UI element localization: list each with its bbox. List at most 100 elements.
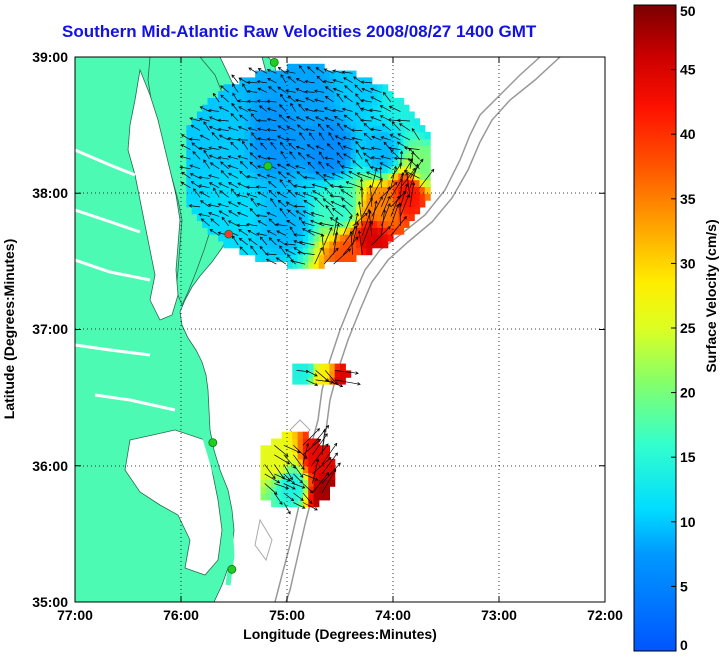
colorbar-tick-label: 20 — [680, 385, 696, 401]
velocity-cell — [186, 200, 193, 208]
velocity-cell — [387, 213, 394, 222]
velocity-arrow — [189, 164, 201, 170]
velocity-arrow — [360, 118, 372, 123]
velocity-cell — [345, 131, 352, 140]
velocity-cell — [276, 193, 283, 201]
velocity-cell — [318, 104, 325, 113]
tick-marks — [74, 56, 606, 603]
velocity-arrow — [336, 122, 344, 131]
velocity-arrow — [266, 99, 277, 104]
velocity-cell — [239, 125, 246, 133]
velocity-arrow — [231, 74, 239, 84]
velocity-cell — [324, 97, 330, 106]
velocity-cell — [329, 200, 336, 208]
velocity-arrow — [257, 220, 268, 227]
velocity-arrow — [298, 240, 315, 246]
velocity-arrow — [198, 175, 210, 180]
velocity-cell — [318, 111, 325, 119]
velocity-cell — [292, 254, 299, 262]
velocity-arrow — [287, 209, 296, 217]
velocity-arrow — [336, 93, 344, 103]
velocity-cell — [249, 145, 256, 153]
velocity-cell — [371, 193, 378, 201]
velocity-cell — [318, 254, 325, 262]
velocity-arrow — [237, 201, 248, 208]
velocity-cell — [281, 247, 288, 256]
velocity-cell — [302, 254, 309, 262]
velocity-cell — [324, 370, 330, 378]
velocity-cell — [382, 213, 389, 222]
velocity-arrow — [381, 123, 392, 131]
velocity-cell — [212, 193, 219, 201]
velocity-arrow — [246, 80, 258, 85]
velocity-cell — [249, 131, 256, 140]
velocity-cell — [223, 200, 230, 208]
velocity-cell — [414, 125, 421, 133]
velocity-cell — [276, 499, 283, 508]
velocity-cell — [191, 200, 198, 208]
velocity-cell — [308, 261, 315, 269]
velocity-cell — [297, 227, 304, 235]
velocity-cell — [324, 206, 330, 215]
velocity-cell — [223, 166, 230, 174]
velocity-cell — [408, 118, 415, 126]
velocity-cell — [255, 118, 262, 126]
velocity-cell — [355, 77, 362, 85]
velocity-arrow — [362, 152, 373, 160]
velocity-cell — [371, 131, 378, 140]
velocity-cell — [207, 97, 214, 106]
velocity-cell — [281, 145, 288, 153]
velocity-cell — [414, 138, 421, 147]
velocity-cell — [191, 131, 198, 140]
velocity-cell — [324, 220, 330, 228]
velocity-cell — [414, 166, 421, 174]
velocity-arrow — [207, 108, 220, 113]
velocity-cell — [287, 493, 293, 501]
velocity-cell — [350, 247, 357, 256]
velocity-cell — [281, 104, 288, 113]
velocity-cell — [281, 438, 288, 446]
velocity-arrow — [247, 108, 258, 112]
velocity-cell — [408, 186, 415, 194]
velocity-arrow — [326, 143, 334, 150]
velocity-arrow — [246, 99, 258, 104]
velocity-arrow — [231, 83, 239, 93]
velocity-cell — [292, 220, 299, 228]
velocity-cell — [340, 118, 346, 126]
velocity-cell — [265, 479, 272, 487]
velocity-cell — [228, 159, 235, 167]
velocity-cell — [387, 172, 394, 181]
velocity-arrow — [208, 125, 220, 131]
velocity-arrow — [295, 210, 306, 217]
velocity-arrow — [310, 219, 325, 227]
velocity-arrow — [322, 173, 334, 179]
velocity-cell — [271, 234, 277, 242]
velocity-cell — [329, 465, 336, 474]
velocity-cell — [361, 91, 368, 99]
velocity-arrow — [324, 86, 334, 93]
velocity-cell — [340, 131, 346, 140]
velocity-cell — [329, 370, 336, 378]
velocity-cell — [377, 111, 383, 119]
velocity-cell — [191, 159, 198, 167]
velocity-arrow — [333, 216, 339, 236]
velocity-arrow — [283, 483, 296, 490]
velocity-cell — [287, 70, 293, 78]
velocity-cell — [414, 206, 421, 215]
velocity-cell — [287, 486, 293, 494]
velocity-cell — [292, 431, 299, 440]
velocity-cell — [281, 220, 288, 228]
velocity-arrow — [304, 107, 315, 112]
velocity-arrow — [387, 146, 401, 150]
velocity-cell — [345, 138, 352, 147]
velocity-cell — [276, 247, 283, 256]
velocity-arrow — [236, 223, 248, 228]
velocity-cell — [281, 111, 288, 119]
velocity-arrow — [227, 172, 239, 179]
velocity-arrow — [331, 172, 344, 179]
velocity-arrow — [363, 122, 373, 131]
velocity-cell — [334, 166, 341, 174]
velocity-cell — [350, 91, 357, 99]
velocity-cell — [287, 159, 293, 167]
velocity-arrow — [256, 202, 268, 208]
